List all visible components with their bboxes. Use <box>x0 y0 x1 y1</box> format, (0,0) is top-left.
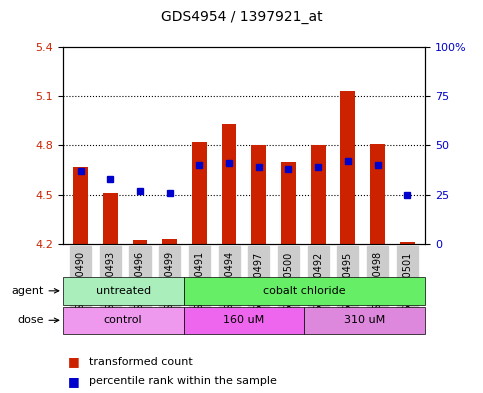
Text: ■: ■ <box>68 355 79 368</box>
Bar <box>370 144 385 244</box>
Text: control: control <box>104 315 142 325</box>
Text: cobalt chloride: cobalt chloride <box>263 286 346 296</box>
Bar <box>400 242 414 244</box>
Bar <box>281 162 296 244</box>
Bar <box>162 239 177 244</box>
Text: ■: ■ <box>68 375 79 388</box>
Text: 310 uM: 310 uM <box>344 315 385 325</box>
Text: transformed count: transformed count <box>89 356 193 367</box>
Bar <box>251 145 266 244</box>
Text: dose: dose <box>17 315 59 325</box>
Bar <box>192 142 207 244</box>
Text: untreated: untreated <box>96 286 151 296</box>
Bar <box>132 241 147 244</box>
Text: GDS4954 / 1397921_at: GDS4954 / 1397921_at <box>161 10 322 24</box>
Text: agent: agent <box>11 286 59 296</box>
Bar <box>103 193 118 244</box>
Bar <box>73 167 88 244</box>
Bar <box>311 145 326 244</box>
Text: percentile rank within the sample: percentile rank within the sample <box>89 376 277 386</box>
Bar <box>341 92 355 244</box>
Bar <box>222 124 237 244</box>
Text: 160 uM: 160 uM <box>223 315 265 325</box>
